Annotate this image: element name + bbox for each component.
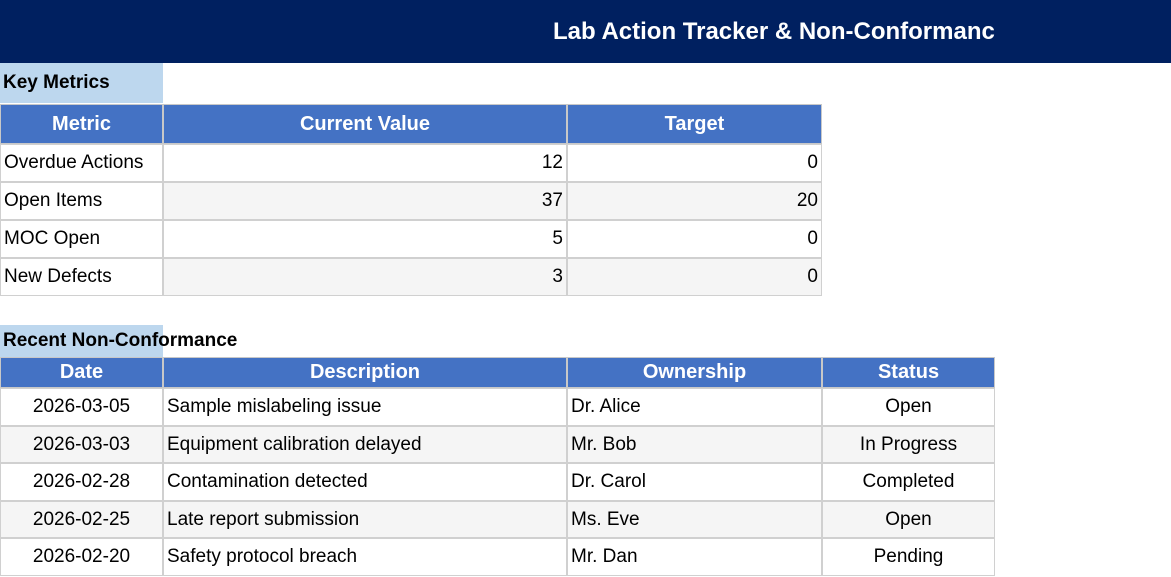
cell: MOC Open <box>0 220 163 258</box>
column-header: Metric <box>0 104 163 144</box>
cell: Dr. Carol <box>567 463 822 501</box>
cell: Late report submission <box>163 501 567 538</box>
cell: Open <box>822 501 995 538</box>
column-header: Date <box>0 357 163 388</box>
cell: 2026-03-03 <box>0 426 163 463</box>
cell: Open Items <box>0 182 163 220</box>
cell: 0 <box>567 220 822 258</box>
cell: Open <box>822 388 995 426</box>
cell: Dr. Alice <box>567 388 822 426</box>
cell: 37 <box>163 182 567 220</box>
section-label: Key Metrics <box>3 72 110 93</box>
column-header: Target <box>567 104 822 144</box>
cell: 2026-02-20 <box>0 538 163 576</box>
section-label-bg <box>0 325 163 357</box>
cell: Ms. Eve <box>567 501 822 538</box>
cell: Mr. Dan <box>567 538 822 576</box>
column-header: Ownership <box>567 357 822 388</box>
cell: 3 <box>163 258 567 296</box>
cell: 5 <box>163 220 567 258</box>
cell: Overdue Actions <box>0 144 163 182</box>
cell: Sample mislabeling issue <box>163 388 567 426</box>
title-bar <box>0 0 1171 63</box>
cell: Equipment calibration delayed <box>163 426 567 463</box>
cell: Contamination detected <box>163 463 567 501</box>
title: Lab Action Tracker & Non-Conformance <box>553 17 995 45</box>
cell: New Defects <box>0 258 163 296</box>
cell: Pending <box>822 538 995 576</box>
cell: Mr. Bob <box>567 426 822 463</box>
cell: In Progress <box>822 426 995 463</box>
cell: 0 <box>567 258 822 296</box>
column-header: Description <box>163 357 567 388</box>
cell: 2026-02-25 <box>0 501 163 538</box>
cell: 20 <box>567 182 822 220</box>
cell: 2026-02-28 <box>0 463 163 501</box>
section-label: Recent Non-Conformance <box>3 330 238 351</box>
column-header: Current Value <box>163 104 567 144</box>
cell: Completed <box>822 463 995 501</box>
column-header: Status <box>822 357 995 388</box>
cell: 0 <box>567 144 822 182</box>
cell: 12 <box>163 144 567 182</box>
cell: Safety protocol breach <box>163 538 567 576</box>
cell: 2026-03-05 <box>0 388 163 426</box>
section-label-bg <box>0 63 163 103</box>
